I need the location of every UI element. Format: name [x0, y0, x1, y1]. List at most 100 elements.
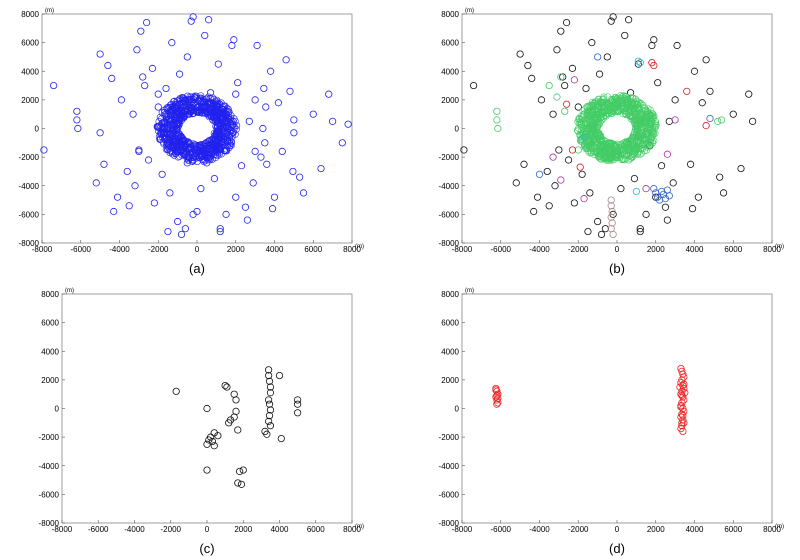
- data-point: [289, 167, 297, 176]
- ring-point: [215, 119, 223, 127]
- ring-point: [227, 123, 235, 131]
- ring-point: [634, 150, 642, 158]
- ring-point: [607, 95, 615, 103]
- ring-point: [197, 149, 205, 157]
- ring-point: [615, 97, 623, 105]
- y-tick-label: -8000: [39, 519, 60, 528]
- ring-point: [187, 108, 195, 116]
- data-point: [687, 160, 695, 168]
- data-point: [580, 195, 588, 203]
- data-point: [133, 46, 141, 54]
- ring-point: [163, 104, 171, 112]
- ring-point: [587, 147, 595, 155]
- data-point: [608, 207, 616, 216]
- ring-point: [644, 110, 652, 118]
- x-tick-label: 2000: [647, 245, 665, 254]
- data-point: [265, 412, 274, 420]
- x-tick-label: 6000: [304, 245, 322, 254]
- data-point: [702, 56, 710, 64]
- data-point: [586, 189, 594, 197]
- data-point: [516, 50, 524, 58]
- ring-point: [630, 145, 638, 153]
- ring-point: [645, 125, 653, 133]
- series-0: [492, 364, 689, 435]
- ring-point: [212, 100, 220, 108]
- ring-point: [637, 113, 645, 121]
- ring-point: [590, 99, 598, 107]
- data-point: [262, 103, 270, 111]
- ring-point: [212, 151, 220, 159]
- y-tick-label: 6000: [441, 319, 459, 328]
- data-point: [263, 160, 271, 168]
- ring-point: [196, 154, 204, 162]
- ring-point: [585, 142, 593, 150]
- data-point: [181, 225, 189, 233]
- data-point: [296, 173, 304, 181]
- ring-point: [166, 138, 174, 146]
- data-point: [141, 81, 149, 90]
- data-point: [749, 117, 757, 125]
- ring-point: [233, 122, 241, 130]
- data-point: [698, 99, 706, 107]
- data-point: [549, 153, 557, 161]
- ring-point: [193, 157, 201, 165]
- x-tick-label: -2000: [161, 525, 182, 534]
- data-point: [694, 193, 702, 201]
- data-point: [557, 27, 565, 35]
- y-tick-label: -2000: [439, 433, 460, 442]
- ring-point: [603, 93, 611, 101]
- data-point: [650, 185, 658, 193]
- ring-point: [580, 140, 588, 148]
- data-point: [150, 199, 158, 207]
- data-point: [268, 205, 277, 213]
- ring-point: [600, 107, 608, 115]
- data-point: [676, 383, 684, 391]
- data-point: [594, 217, 602, 226]
- ring-point: [212, 108, 220, 116]
- data-point: [679, 393, 687, 401]
- data-point: [634, 57, 642, 65]
- data-point: [654, 79, 662, 87]
- data-point: [679, 370, 687, 378]
- ring-point: [194, 103, 202, 111]
- data-point: [719, 189, 728, 197]
- data-point: [494, 394, 502, 403]
- data-point: [626, 89, 635, 97]
- data-point: [650, 36, 658, 44]
- x-tick-label: 6000: [724, 245, 742, 254]
- ring-point: [628, 153, 636, 161]
- ring-point: [195, 103, 203, 111]
- ring-point: [163, 134, 171, 142]
- ring-point: [628, 136, 636, 144]
- data-point: [317, 164, 325, 173]
- ring-point: [627, 115, 635, 123]
- series-1: [153, 92, 241, 165]
- ring-point: [226, 137, 234, 145]
- data-point: [197, 185, 205, 193]
- data-point: [203, 466, 211, 474]
- ring-point: [165, 130, 173, 138]
- ring-point: [217, 140, 225, 148]
- ring-point: [642, 130, 650, 138]
- data-point: [679, 412, 687, 420]
- series-2: [493, 73, 726, 154]
- x-tick-label: 8000: [763, 245, 781, 254]
- ring-point: [607, 109, 615, 117]
- data-point: [208, 437, 217, 446]
- data-point: [193, 207, 201, 216]
- ring-point: [613, 94, 621, 102]
- data-point: [574, 103, 582, 111]
- ring-point: [579, 107, 587, 115]
- y-tick-label: 2000: [41, 376, 59, 385]
- y-tick-label: 0: [455, 405, 460, 414]
- ring-point: [616, 144, 624, 152]
- data-point: [282, 56, 290, 64]
- ring-point: [611, 153, 619, 161]
- data-point: [104, 61, 112, 70]
- data-point: [175, 70, 184, 78]
- y-tick-label: 2000: [21, 96, 39, 105]
- ring-point: [591, 102, 599, 110]
- data-point: [729, 110, 737, 118]
- ring-point: [167, 144, 175, 152]
- ring-point: [637, 100, 645, 108]
